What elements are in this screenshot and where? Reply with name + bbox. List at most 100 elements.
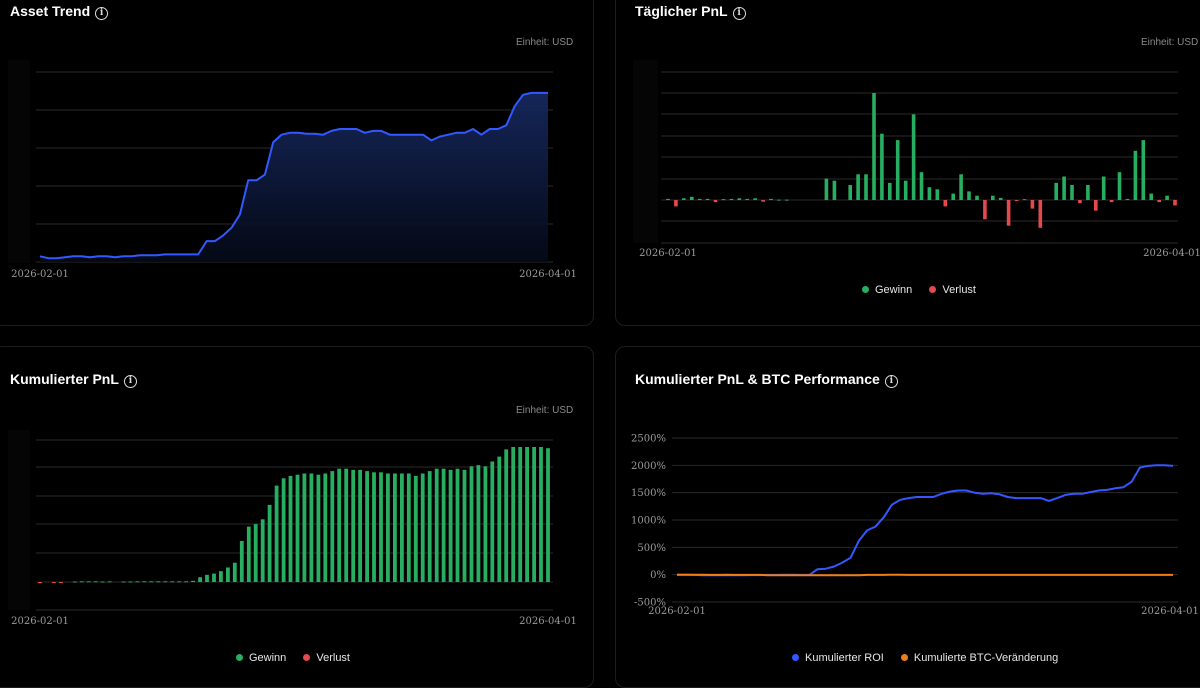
cumulative-pnl-legend: Gewinn Verlust [236, 652, 364, 664]
gain-bar [975, 195, 979, 200]
gain-bar [1125, 198, 1130, 200]
info-icon[interactable]: i [95, 7, 109, 20]
pnl-btc-panel [615, 346, 1200, 688]
loss-bar [1173, 200, 1177, 206]
gain-bar [379, 472, 383, 582]
gain-bar [1022, 199, 1027, 201]
loss-bar [1014, 200, 1019, 202]
gain-bar [935, 189, 940, 200]
gain-bar [729, 198, 734, 200]
loss-bar [713, 200, 718, 203]
legend-loss[interactable]: Verlust [303, 652, 350, 664]
gain-bar [79, 581, 84, 583]
gain-bar [721, 199, 726, 201]
gain-bar [856, 174, 860, 200]
daily-pnl-title: Täglicher PnL i [635, 3, 746, 20]
gain-bar [72, 581, 77, 583]
gain-bar [525, 447, 529, 582]
gain-bar [323, 473, 328, 582]
gain-bar [170, 581, 175, 583]
gain-bar [358, 469, 362, 582]
gain-bar [400, 473, 404, 582]
gain-bar [951, 193, 955, 200]
gain-bar [226, 567, 230, 582]
gain-bar [690, 196, 694, 200]
cumulative-pnl-title: Kumulierter PnL i [10, 371, 137, 388]
btc-dot-icon [900, 654, 908, 661]
gain-bar [295, 474, 300, 582]
gain-dot-icon [862, 286, 869, 293]
legend-gain[interactable]: Gewinn [862, 284, 912, 296]
gain-bar [483, 466, 488, 582]
loss-dot-icon [929, 286, 937, 293]
gain-bar [337, 468, 342, 582]
gain-bar [351, 469, 356, 582]
gain-bar [413, 475, 418, 582]
x-tick-label: 2026-02-01 [639, 248, 697, 259]
y-tick-label: 1500% [631, 488, 666, 499]
legend-btc[interactable]: Kumulierte BTC-Veränderung [900, 652, 1058, 664]
gain-bar [107, 581, 112, 583]
legend-roi[interactable]: Kumulierter ROI [792, 652, 884, 664]
gain-bar [546, 448, 550, 582]
gain-bar [260, 519, 265, 582]
gain-bar [785, 199, 789, 201]
loss-bar [52, 582, 56, 583]
gain-bar [198, 577, 202, 582]
x-tick-label: 2026-04-01 [1143, 248, 1200, 259]
loss-bar [761, 200, 765, 202]
gain-bar [745, 198, 749, 200]
gain-bar [267, 504, 272, 582]
gain-bar [100, 581, 105, 583]
gain-bar [682, 198, 686, 200]
gain-bar [462, 469, 467, 582]
gain-bar [135, 581, 140, 583]
loss-bar [38, 582, 42, 583]
gain-bar [246, 526, 251, 582]
gain-bar [1101, 176, 1106, 200]
gain-bar [156, 581, 161, 583]
info-icon[interactable]: i [123, 375, 137, 388]
legend-loss[interactable]: Verlust [929, 284, 976, 296]
y-tick-label: 2000% [631, 461, 666, 472]
gain-bar [864, 174, 868, 200]
asset-area [40, 92, 548, 263]
legend-gain[interactable]: Gewinn [236, 652, 286, 664]
gain-bar [888, 182, 892, 200]
y-tick-label: 2500% [631, 434, 666, 445]
gain-bar [191, 580, 195, 582]
gain-bar [490, 461, 495, 582]
gain-bar [1117, 172, 1122, 200]
gain-bar [511, 447, 516, 582]
gain-bar [769, 198, 773, 200]
pnl-btc-title: Kumulierter PnL & BTC Performance i [635, 371, 898, 388]
daily-pnl-panel [615, 0, 1200, 326]
gain-bar [184, 581, 188, 583]
gain-bar [824, 178, 829, 200]
loss-bar [1006, 200, 1011, 226]
x-tick-label: 2026-02-01 [648, 606, 706, 617]
y-tick-label: 0% [650, 570, 666, 581]
gain-bar [518, 447, 523, 582]
charts-canvas: 2026-02-01 2026-04-01 2026-02-01 2026-04-01… [8, 60, 1200, 627]
loss-bar [59, 582, 63, 583]
gain-bar [393, 473, 397, 582]
gain-bar [967, 191, 971, 200]
info-icon[interactable]: i [732, 7, 746, 20]
btc-line [677, 573, 1173, 577]
gain-dot-icon [236, 654, 243, 661]
asset-line [39, 91, 548, 260]
y-axis-band [8, 60, 30, 263]
loss-bar [1157, 200, 1161, 203]
gain-bar [1070, 185, 1074, 200]
gain-bar [1149, 193, 1153, 200]
gain-bar [434, 468, 439, 582]
gain-bar [149, 581, 154, 583]
asset-trend-title: Asset Trend i [10, 3, 109, 20]
gain-bar [504, 449, 509, 582]
gain-bar [476, 465, 481, 582]
loss-bar [943, 200, 948, 207]
info-icon[interactable]: i [884, 375, 898, 388]
gain-bar [666, 198, 670, 200]
gain-bar [86, 581, 91, 583]
